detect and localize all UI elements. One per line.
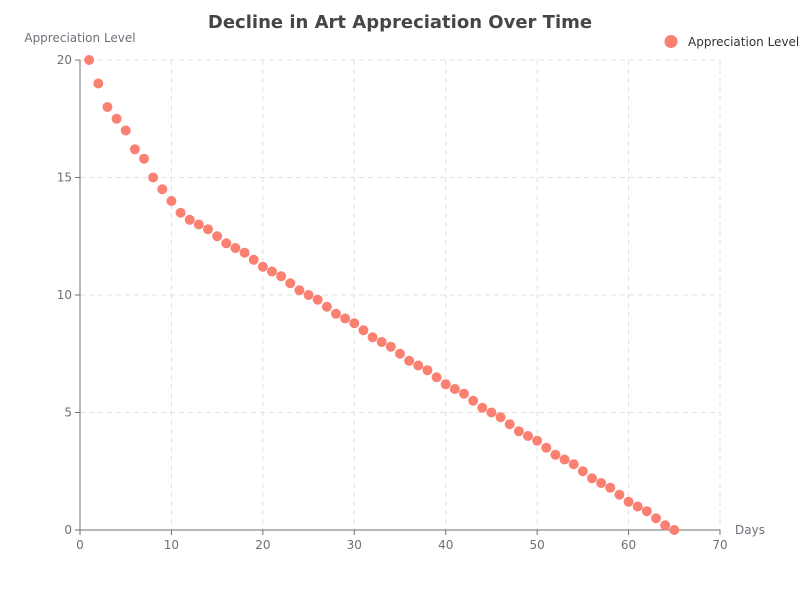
data-point[interactable]: [313, 295, 323, 305]
data-point[interactable]: [441, 379, 451, 389]
x-tick-label: 30: [347, 538, 362, 552]
data-point[interactable]: [496, 412, 506, 422]
data-point[interactable]: [624, 497, 634, 507]
data-point[interactable]: [404, 356, 414, 366]
data-point[interactable]: [185, 215, 195, 225]
x-tick-label: 60: [621, 538, 636, 552]
data-point[interactable]: [212, 231, 222, 241]
data-point[interactable]: [550, 450, 560, 460]
data-point[interactable]: [322, 302, 332, 312]
data-point[interactable]: [587, 473, 597, 483]
x-tick-label: 50: [530, 538, 545, 552]
data-point[interactable]: [331, 309, 341, 319]
data-point[interactable]: [240, 248, 250, 258]
data-point[interactable]: [614, 490, 624, 500]
legend-label: Appreciation Level: [688, 35, 799, 49]
data-point[interactable]: [340, 314, 350, 324]
data-point[interactable]: [194, 220, 204, 230]
data-point[interactable]: [642, 506, 652, 516]
y-tick-label: 5: [64, 406, 72, 420]
x-tick-label: 40: [438, 538, 453, 552]
data-point[interactable]: [633, 502, 643, 512]
x-tick-label: 70: [712, 538, 727, 552]
data-point[interactable]: [477, 403, 487, 413]
data-point[interactable]: [605, 483, 615, 493]
data-point[interactable]: [139, 154, 149, 164]
legend[interactable]: Appreciation Level: [665, 35, 800, 49]
data-point[interactable]: [285, 278, 295, 288]
data-point[interactable]: [413, 361, 423, 371]
data-point[interactable]: [377, 337, 387, 347]
data-point[interactable]: [84, 55, 94, 65]
y-tick-label: 0: [64, 523, 72, 537]
data-point[interactable]: [541, 443, 551, 453]
data-point[interactable]: [395, 349, 405, 359]
data-point[interactable]: [93, 79, 103, 89]
data-point[interactable]: [486, 408, 496, 418]
data-point[interactable]: [422, 365, 432, 375]
data-point[interactable]: [532, 436, 542, 446]
data-point[interactable]: [112, 114, 122, 124]
data-point[interactable]: [157, 184, 167, 194]
data-point[interactable]: [432, 372, 442, 382]
data-point[interactable]: [148, 173, 158, 183]
data-point[interactable]: [523, 431, 533, 441]
data-point[interactable]: [267, 267, 277, 277]
y-tick-label: 10: [57, 288, 72, 302]
data-point[interactable]: [468, 396, 478, 406]
legend-marker: [665, 35, 678, 48]
data-point[interactable]: [596, 478, 606, 488]
data-point[interactable]: [569, 459, 579, 469]
data-point[interactable]: [651, 513, 661, 523]
data-point[interactable]: [669, 525, 679, 535]
data-point[interactable]: [176, 208, 186, 218]
data-point[interactable]: [221, 238, 231, 248]
data-point[interactable]: [130, 144, 140, 154]
data-point[interactable]: [249, 255, 259, 265]
data-point[interactable]: [349, 318, 359, 328]
data-point[interactable]: [514, 426, 524, 436]
data-point[interactable]: [102, 102, 112, 112]
y-axis-title: Appreciation Level: [24, 31, 135, 45]
data-point[interactable]: [258, 262, 268, 272]
y-tick-label: 15: [57, 171, 72, 185]
chart-title: Decline in Art Appreciation Over Time: [208, 12, 592, 33]
data-point[interactable]: [358, 325, 368, 335]
data-point[interactable]: [450, 384, 460, 394]
data-point[interactable]: [166, 196, 176, 206]
data-point[interactable]: [578, 466, 588, 476]
data-point[interactable]: [459, 389, 469, 399]
x-tick-label: 0: [76, 538, 84, 552]
data-point[interactable]: [660, 520, 670, 530]
axes: 0 10 20 30 40 50 60 70 0 5 10 15 20: [57, 53, 728, 552]
data-point[interactable]: [304, 290, 314, 300]
x-tick-label: 10: [164, 538, 179, 552]
y-tick-label: 20: [57, 53, 72, 67]
data-point[interactable]: [560, 455, 570, 465]
x-axis-title: Days: [735, 523, 765, 537]
data-point[interactable]: [505, 419, 515, 429]
data-point[interactable]: [294, 285, 304, 295]
data-point[interactable]: [203, 224, 213, 234]
data-point[interactable]: [230, 243, 240, 253]
x-tick-label: 20: [255, 538, 270, 552]
data-point[interactable]: [386, 342, 396, 352]
data-point[interactable]: [121, 126, 131, 136]
data-point[interactable]: [276, 271, 286, 281]
grid: [80, 60, 720, 530]
data-point[interactable]: [368, 332, 378, 342]
